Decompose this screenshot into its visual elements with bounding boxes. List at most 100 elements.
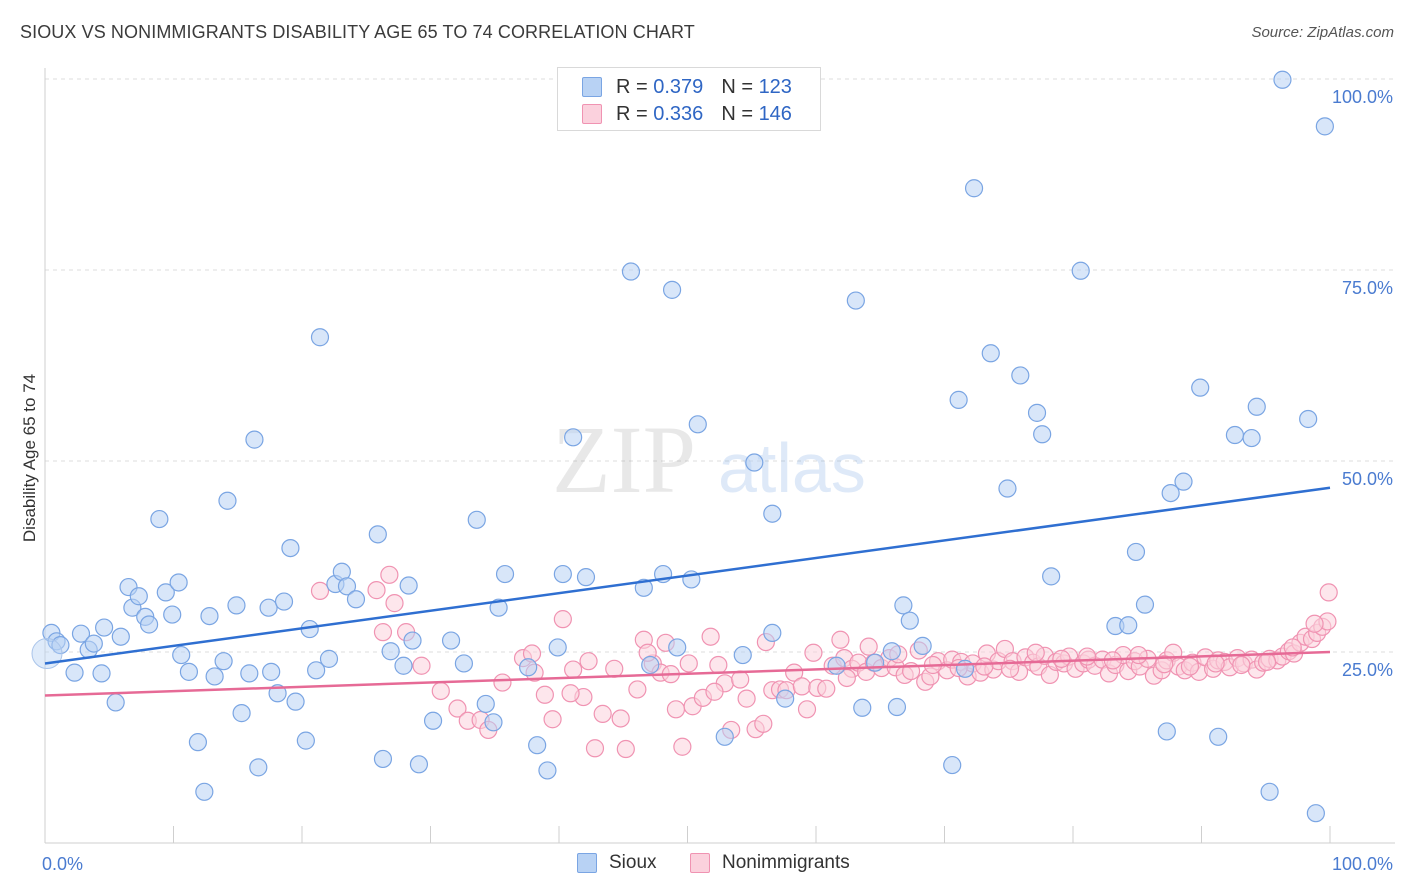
sioux-point <box>1299 409 1318 429</box>
legend-n-label: N = <box>721 75 753 98</box>
sioux-point <box>763 623 782 643</box>
sioux-point <box>489 598 508 617</box>
nonimmigrants-point <box>679 654 698 673</box>
nonimmigrants-point <box>628 680 647 699</box>
sioux-point <box>964 179 984 198</box>
nonimmigrants-point <box>1052 649 1071 668</box>
sioux-point <box>882 642 901 661</box>
sioux-point <box>1126 542 1146 562</box>
trend-lines <box>44 486 1331 697</box>
sioux-point <box>205 667 224 686</box>
nonimmigrants-point <box>373 623 393 642</box>
sioux-point <box>274 592 294 611</box>
legend-r-value: 0.379 <box>653 75 704 98</box>
sioux-point <box>129 587 148 606</box>
sioux-point <box>894 596 913 615</box>
grid-lines <box>45 78 1395 653</box>
data-points <box>31 70 1338 823</box>
series-legend: Sioux Nonimmigrants <box>0 852 1406 878</box>
sioux-point <box>484 713 503 732</box>
nonimmigrants-point <box>1155 655 1174 674</box>
sioux-point <box>528 736 547 755</box>
y-tick-label: 100.0% <box>1332 87 1393 107</box>
sioux-point <box>776 689 795 708</box>
nonimmigrants-point <box>1232 655 1251 675</box>
sioux-point <box>188 733 208 752</box>
nonimmigrants-point <box>1078 647 1097 666</box>
sioux-point <box>887 697 907 717</box>
sioux-point <box>745 453 764 472</box>
sioux-point <box>65 663 84 682</box>
nonimmigrants-point <box>535 685 554 704</box>
series-legend-sioux: Sioux <box>577 852 657 874</box>
nonimmigrants-point <box>666 700 686 719</box>
sioux-point <box>286 692 305 711</box>
sioux-point <box>662 280 682 299</box>
x-tick-label: 0.0% <box>42 854 83 874</box>
sioux-point <box>319 649 339 668</box>
sioux-point <box>1027 403 1047 422</box>
nonimmigrants-point <box>616 739 635 759</box>
sioux-point <box>1225 425 1245 445</box>
nonimmigrants-point <box>585 739 605 758</box>
sioux-point <box>1209 727 1228 746</box>
nonimmigrants-point <box>792 677 811 696</box>
sioux-point <box>84 634 103 653</box>
watermark-zip: ZIP <box>552 406 696 513</box>
sioux-point <box>548 638 567 657</box>
sioux-point <box>1306 804 1325 823</box>
sioux-point <box>476 694 495 714</box>
sioux-point <box>913 636 932 655</box>
sioux-point <box>733 645 752 665</box>
correlation-legend: R = 0.379 N = 123 R = 0.336 N = 146 <box>557 67 821 131</box>
tick-labels: 25.0% 50.0% 75.0% 100.0% 0.0% 100.0% <box>42 87 1393 874</box>
nonimmigrants-point <box>737 689 756 708</box>
sioux-point <box>668 638 687 657</box>
sioux-point <box>71 624 91 643</box>
sioux-point <box>519 658 538 677</box>
sioux-point <box>368 525 387 544</box>
sioux-point <box>296 731 315 750</box>
sioux-point <box>195 782 214 801</box>
legend-r-label: R = <box>616 102 648 125</box>
sioux-point <box>900 611 919 630</box>
legend-r-value: 0.336 <box>653 102 704 125</box>
sioux-point <box>1071 261 1090 280</box>
sioux-point <box>538 761 557 780</box>
sioux-point <box>576 568 596 587</box>
sioux-point <box>1042 567 1061 586</box>
sioux-point <box>307 661 326 680</box>
sioux-point <box>955 659 975 678</box>
nonimmigrants-point <box>448 699 467 718</box>
legend-row-nonimmigrants: R = 0.336 N = 146 <box>582 101 792 127</box>
y-tick-label: 75.0% <box>1342 278 1393 298</box>
sioux-point <box>998 479 1017 498</box>
chart-title: SIOUX VS NONIMMIGRANTS DISABILITY AGE 65… <box>20 22 695 42</box>
sioux-point <box>1174 472 1193 491</box>
sioux-point <box>846 291 865 310</box>
sioux-point <box>1011 366 1030 385</box>
y-tick-label: 25.0% <box>1342 660 1393 680</box>
sioux-point <box>245 430 264 449</box>
series-legend-nonimmigrants: Nonimmigrants <box>690 852 850 874</box>
nonimmigrants-point <box>1180 657 1200 676</box>
sioux-point <box>92 664 111 683</box>
series-swatch-sioux <box>577 853 597 873</box>
sioux-point <box>949 390 968 409</box>
sioux-point <box>1161 483 1180 503</box>
legend-swatch-sioux <box>582 77 602 97</box>
nonimmigrants-point <box>543 710 562 729</box>
nonimmigrants-point <box>561 684 580 703</box>
sioux-point <box>1191 378 1210 397</box>
sioux-point <box>853 698 872 717</box>
sioux-point <box>240 664 259 683</box>
nonimmigrants-point <box>493 673 512 692</box>
sioux-point <box>1273 70 1292 89</box>
sioux-point <box>1033 425 1052 444</box>
sioux-point <box>423 711 443 730</box>
sioux-point <box>688 415 707 434</box>
nonimmigrants-point <box>1129 645 1148 665</box>
sioux-point <box>150 509 169 529</box>
sioux-point <box>827 656 846 675</box>
sioux-point <box>394 656 413 675</box>
